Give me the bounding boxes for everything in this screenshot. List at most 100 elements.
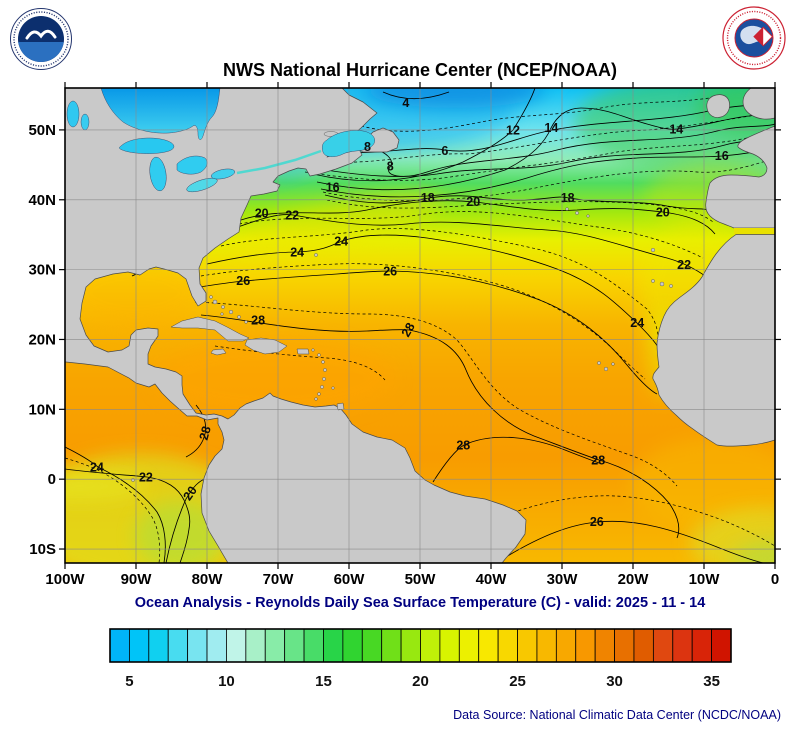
colorbar-cell xyxy=(245,628,266,663)
contour-label: 24 xyxy=(90,461,104,475)
y-axis-labels: 50N 40N 30N 20N 10N 0 10S xyxy=(28,122,56,558)
contour-label: 24 xyxy=(334,234,348,248)
colorbar-tick-label: 30 xyxy=(606,673,623,690)
contour-label: 22 xyxy=(139,470,153,484)
mediterranean-strip xyxy=(734,228,775,235)
cuba-island xyxy=(170,316,250,342)
latitude-label: 20N xyxy=(28,331,56,348)
colorbar-cell xyxy=(439,628,460,663)
colorbar-cell xyxy=(711,628,732,663)
contour-label: 6 xyxy=(441,144,448,158)
latitude-label: 30N xyxy=(28,262,56,279)
latitude-label: 10S xyxy=(29,541,56,558)
lake-ontario xyxy=(211,168,235,180)
contour-label: 8 xyxy=(364,140,371,154)
longitude-label: 60W xyxy=(334,571,366,588)
colorbar-cell xyxy=(420,628,441,663)
contour-label: 28 xyxy=(251,313,265,327)
contour-label: 26 xyxy=(383,264,397,278)
data-source-note: Data Source: National Climatic Data Cent… xyxy=(453,708,781,722)
colorbar-cell xyxy=(167,628,189,663)
longitude-label: 0 xyxy=(771,571,779,588)
lake-winnipegosis xyxy=(80,113,90,131)
colorbar-cell xyxy=(323,628,344,663)
colorbar-cell xyxy=(206,628,227,663)
colorbar-cell xyxy=(575,628,596,663)
colorbar-cell xyxy=(536,628,557,663)
contour-label: 24 xyxy=(630,316,644,330)
colorbar-cell xyxy=(109,628,130,663)
lake-winnipeg xyxy=(66,100,80,128)
contour-label: 20 xyxy=(255,206,269,220)
contour-label: 28 xyxy=(399,320,418,339)
contour-label: 28 xyxy=(197,425,214,442)
gulf-of-st-lawrence xyxy=(322,130,375,157)
colorbar-tick-labels: 5 10 15 20 25 30 35 xyxy=(125,673,720,690)
colorbar-frame xyxy=(109,628,732,663)
colorbar-tick-label: 10 xyxy=(218,673,235,690)
colorbar-cells xyxy=(109,628,732,663)
colorbar-cell xyxy=(594,628,615,663)
colorbar-cell xyxy=(614,628,635,663)
puerto-rico-island xyxy=(296,348,310,355)
contour-label: 26 xyxy=(590,515,604,529)
contour-label: 16 xyxy=(715,149,729,163)
colorbar-cell xyxy=(633,628,654,663)
isotherm-contours xyxy=(65,88,775,563)
contour-label: 16 xyxy=(326,181,340,195)
map-plot: 4 6 8 8 12 14 14 16 16 18 18 20 20 20 22 22 24 24 24 26 26 28… xyxy=(64,87,776,564)
contour-label: 14 xyxy=(669,123,683,137)
longitude-label: 10W xyxy=(689,571,721,588)
north-south-america-landmass xyxy=(65,88,527,563)
lake-michigan xyxy=(149,156,167,192)
longitude-label: 100W xyxy=(45,571,85,588)
contour-label: 8 xyxy=(387,160,394,174)
latitude-label: 10N xyxy=(28,401,56,418)
colorbar-cell xyxy=(478,628,499,663)
longitude-label: 50W xyxy=(405,571,437,588)
st-lawrence-river xyxy=(236,149,322,175)
contour-label: 22 xyxy=(677,258,691,272)
colorbar-tick-label: 20 xyxy=(412,673,429,690)
contour-label: 26 xyxy=(236,274,250,288)
colorbar-cell xyxy=(284,628,305,663)
contour-label-layer: 4 6 8 8 12 14 14 16 16 18 18 20 20 20 22 22 24 24 24 26 26 28… xyxy=(90,96,729,529)
trinidad-island xyxy=(336,402,345,411)
africa-landmass xyxy=(652,234,775,447)
colorbar-cell xyxy=(342,628,363,663)
contour-label: 12 xyxy=(506,123,520,137)
x-axis-labels: 100W 90W 80W 70W 60W 50W 40W 30W 20W 10W 0 xyxy=(45,571,779,588)
contour-label: 20 xyxy=(181,484,200,503)
colorbar-cell xyxy=(555,628,577,663)
land-layer xyxy=(65,88,775,563)
latitude-label: 40N xyxy=(28,192,56,209)
britain-island xyxy=(742,88,775,120)
colorbar-cell xyxy=(497,628,518,663)
longitude-label: 20W xyxy=(618,571,650,588)
longitude-label: 90W xyxy=(121,571,153,588)
colorbar-cell xyxy=(226,628,247,663)
warning-flag-icon xyxy=(753,26,774,47)
colorbar-tick-label: 5 xyxy=(125,673,133,690)
lake-superior xyxy=(119,137,175,154)
colorbar-cell xyxy=(458,628,480,663)
page-title: NWS National Hurricane Center (NCEP/NOAA… xyxy=(223,60,617,80)
contour-label: 28 xyxy=(591,454,605,468)
colorbar-cell xyxy=(303,628,324,663)
hudson-bay xyxy=(100,88,221,140)
colorbar-cell xyxy=(400,628,421,663)
noaa-logo-icon xyxy=(10,8,72,70)
colorbar-tick-label: 35 xyxy=(703,673,720,690)
colorbar-cell xyxy=(361,628,383,663)
longitude-label: 30W xyxy=(547,571,579,588)
jamaica-island xyxy=(210,348,227,356)
longitude-label: 80W xyxy=(192,571,224,588)
figure-caption: Ocean Analysis - Reynolds Daily Sea Surf… xyxy=(135,595,706,611)
nws-logo-icon xyxy=(722,6,786,70)
colorbar-cell xyxy=(129,628,150,663)
contour-label: 24 xyxy=(290,246,304,260)
contour-label: 20 xyxy=(656,206,670,220)
colorbar-tick-label: 15 xyxy=(315,673,332,690)
